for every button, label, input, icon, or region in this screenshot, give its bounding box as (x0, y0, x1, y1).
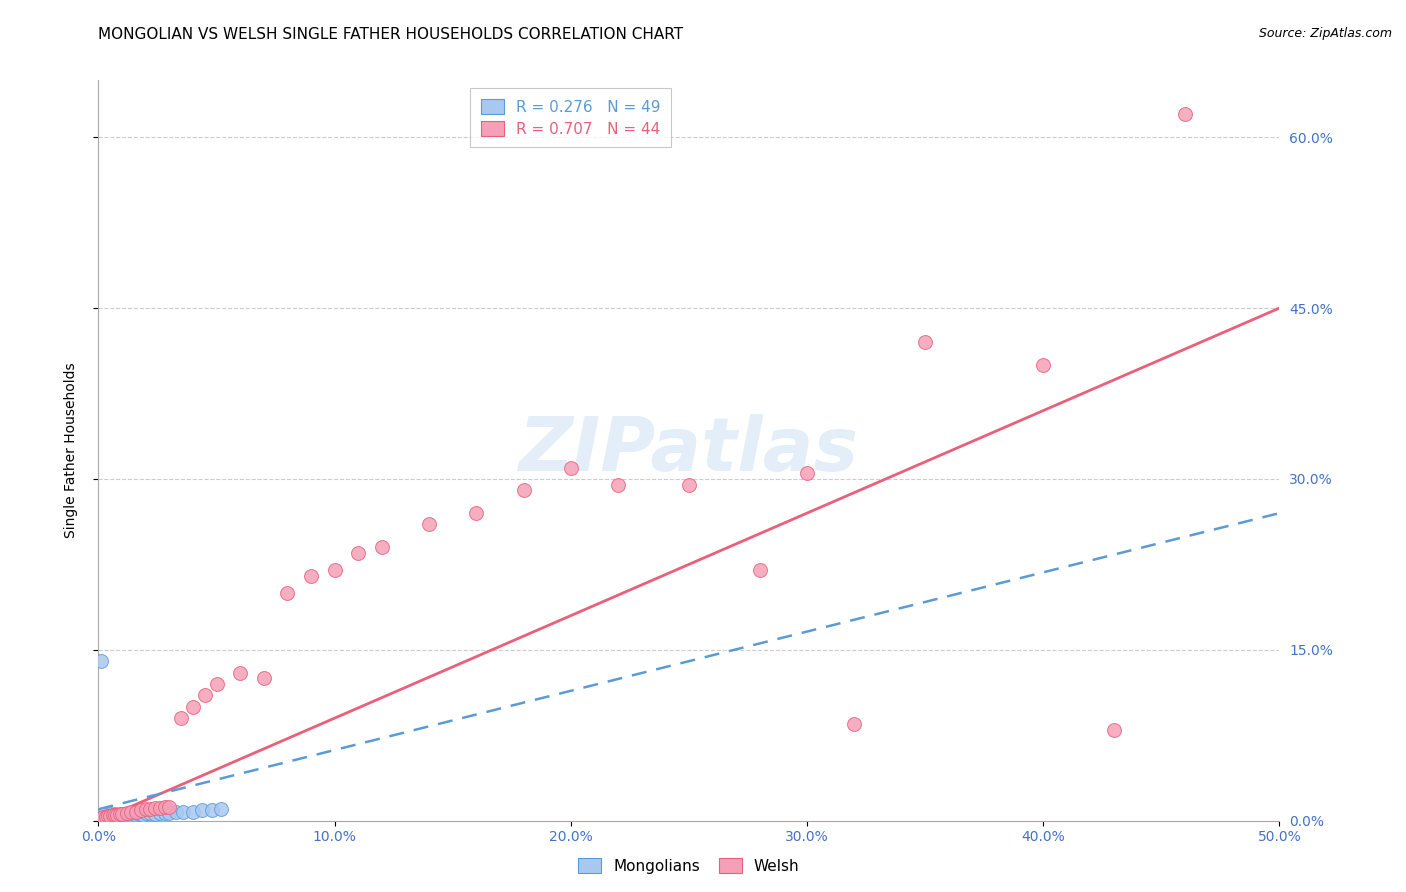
Point (135, 802, 157, 816)
Point (121, 808, 143, 822)
Point (125, 808, 148, 822)
Point (1102, 723, 1125, 737)
Point (98, 809, 121, 823)
Point (115, 808, 138, 822)
Point (125, 805, 148, 819)
Point (91, 810, 114, 824)
Point (512, 483, 534, 498)
Point (91, 811, 114, 825)
Point (128, 806, 150, 821)
Point (157, 800, 180, 814)
Text: MONGOLIAN VS WELSH SINGLE FATHER HOUSEHOLDS CORRELATION CHART: MONGOLIAN VS WELSH SINGLE FATHER HOUSEHO… (98, 27, 683, 42)
Point (371, 541, 394, 555)
Point (607, 477, 630, 491)
Point (229, 665, 252, 680)
Point (253, 671, 276, 685)
Point (98, 806, 121, 821)
Point (97, 810, 120, 824)
Point (1032, 358, 1054, 372)
Point (347, 546, 370, 560)
Text: Source: ZipAtlas.com: Source: ZipAtlas.com (1258, 27, 1392, 40)
Point (90, 809, 112, 823)
Point (90, 810, 112, 824)
Point (748, 563, 770, 577)
Point (105, 808, 128, 822)
Point (91, 808, 114, 822)
Point (170, 711, 193, 725)
Point (94, 811, 117, 825)
Point (97, 809, 120, 823)
Text: ZIPatlas: ZIPatlas (519, 414, 859, 487)
Point (153, 805, 176, 820)
Point (97, 808, 120, 822)
Point (143, 801, 166, 815)
Point (105, 808, 128, 822)
Point (101, 808, 124, 822)
Point (112, 808, 135, 822)
Point (129, 806, 152, 821)
Point (90, 654, 112, 668)
Point (111, 809, 134, 823)
Point (181, 805, 204, 819)
Point (844, 716, 866, 731)
Point (194, 689, 217, 703)
Point (90, 811, 112, 825)
Point (105, 809, 128, 823)
Point (104, 809, 127, 823)
Point (94, 810, 117, 824)
Point (209, 802, 232, 816)
Point (104, 806, 127, 821)
Point (796, 467, 818, 481)
Point (98, 810, 121, 824)
Point (678, 477, 700, 491)
Point (172, 805, 194, 819)
Point (94, 806, 117, 821)
Point (90, 811, 112, 825)
Point (135, 805, 157, 820)
Point (91, 809, 114, 823)
Point (94, 809, 117, 823)
Point (91, 808, 114, 822)
Point (121, 805, 143, 819)
Point (108, 808, 131, 822)
Point (560, 460, 582, 475)
Point (276, 586, 298, 600)
Point (108, 806, 131, 821)
Point (157, 805, 180, 820)
Point (149, 805, 172, 820)
Point (115, 805, 138, 820)
Point (153, 800, 176, 814)
Point (201, 804, 224, 818)
Point (111, 806, 134, 821)
Point (418, 517, 440, 532)
Point (143, 806, 166, 821)
Legend: Mongolians, Welsh: Mongolians, Welsh (572, 852, 806, 880)
Point (122, 806, 145, 821)
Point (101, 808, 124, 822)
Point (323, 563, 346, 577)
Point (1174, 107, 1197, 121)
Point (914, 335, 936, 350)
Point (149, 801, 172, 815)
Point (165, 805, 187, 819)
Point (91, 810, 114, 824)
Point (111, 806, 134, 821)
Point (101, 810, 124, 824)
Point (139, 805, 162, 820)
Point (98, 809, 121, 823)
Point (129, 804, 152, 818)
Point (97, 809, 120, 823)
Point (104, 808, 127, 822)
Point (132, 808, 155, 822)
Point (205, 677, 228, 691)
Point (191, 804, 214, 818)
Point (118, 806, 141, 821)
Y-axis label: Single Father Households: Single Father Households (63, 363, 77, 538)
Point (299, 568, 322, 582)
Point (181, 699, 204, 714)
Point (465, 506, 488, 520)
Point (139, 802, 162, 816)
Point (94, 810, 117, 824)
